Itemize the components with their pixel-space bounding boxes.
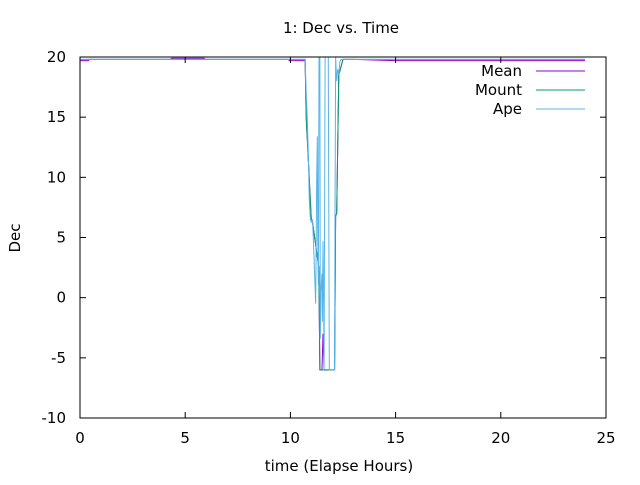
y-tick-label: 20 (47, 48, 66, 66)
x-tick-label: 20 (491, 429, 510, 447)
y-tick-label: 5 (56, 229, 66, 247)
x-tick-label: 15 (386, 429, 405, 447)
plot-area (80, 56, 585, 371)
y-tick-label: 15 (47, 108, 66, 126)
legend-label-ape: Ape (493, 100, 522, 118)
x-tick-label: 25 (596, 429, 615, 447)
legend-label-mount: Mount (475, 81, 522, 99)
plot-frame (79, 56, 607, 419)
x-tick-label: 0 (75, 429, 85, 447)
y-tick-label: -5 (51, 349, 66, 367)
y-tick-label: 10 (47, 168, 66, 186)
axes: 0 5 10 15 20 25 -10 -5 0 5 10 15 20 (42, 48, 616, 447)
y-axis-label: Dec (6, 223, 24, 252)
x-tick-label: 5 (180, 429, 190, 447)
x-axis-label: time (Elapse Hours) (265, 457, 413, 475)
x-tick-label: 10 (281, 429, 300, 447)
legend-label-mean: Mean (481, 62, 522, 80)
series-line-ape (80, 56, 585, 371)
y-tick-label: 0 (56, 289, 66, 307)
y-tick-label: -10 (42, 409, 67, 427)
chart-title: 1: Dec vs. Time (283, 19, 399, 37)
